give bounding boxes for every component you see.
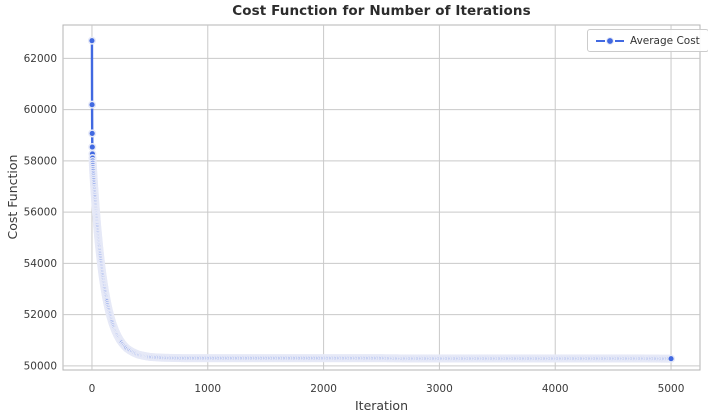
- axes-frame: [62, 24, 701, 371]
- x-tick-label-0: 0: [89, 383, 96, 395]
- x-tick-label-1000: 1000: [194, 383, 221, 395]
- legend-line-marker-icon: [596, 36, 624, 45]
- x-tick-label-5000: 5000: [658, 383, 685, 395]
- legend: Average Cost: [587, 29, 708, 52]
- legend-label: Average Cost: [630, 34, 700, 47]
- y-tick-label-50000: 50000: [24, 360, 57, 372]
- data-point-final: [667, 354, 676, 363]
- y-tick-label-60000: 60000: [24, 104, 57, 116]
- y-tick-label-52000: 52000: [24, 309, 57, 321]
- y-tick-label-62000: 62000: [24, 53, 57, 65]
- data-point: [88, 129, 97, 138]
- y-tick-label-56000: 56000: [24, 207, 57, 219]
- x-tick-label-4000: 4000: [542, 383, 569, 395]
- data-point: [88, 142, 97, 152]
- y-tick-label-58000: 58000: [24, 155, 57, 167]
- x-axis-title: Iteration: [354, 398, 409, 413]
- data-point: [88, 100, 97, 109]
- chart-title: Cost Function for Number of Iterations: [232, 3, 531, 19]
- series-markers: [87, 36, 676, 363]
- x-tick-label-2000: 2000: [310, 383, 337, 395]
- data-point: [87, 36, 96, 45]
- y-tick-label-54000: 54000: [24, 258, 57, 270]
- x-tick-label-3000: 3000: [426, 383, 453, 395]
